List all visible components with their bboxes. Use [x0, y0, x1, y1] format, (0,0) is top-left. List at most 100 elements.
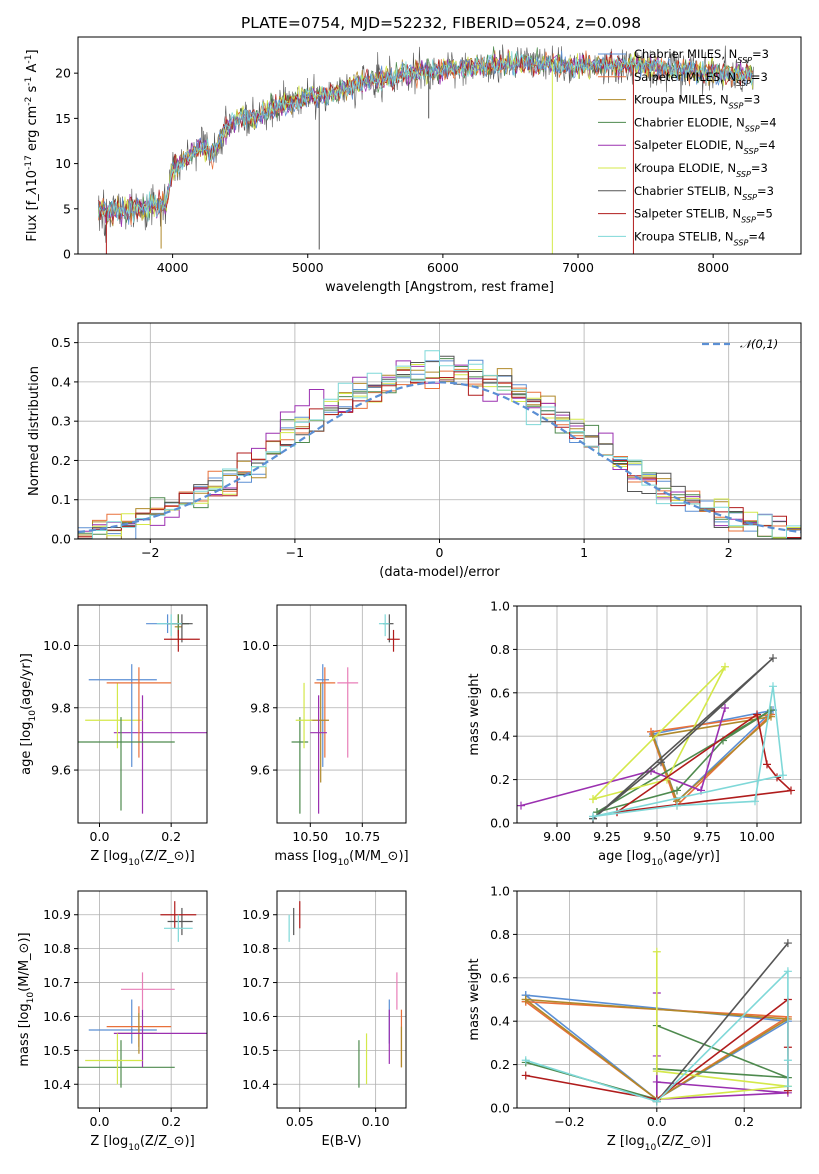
- legend-label: Chabrier MILES, NSSP=3: [634, 47, 769, 65]
- x-tick-label: 8000: [697, 260, 729, 275]
- legend-label: Salpeter MILES, NSSP=3: [634, 70, 768, 88]
- histogram-salpeter-stelib: [78, 369, 801, 538]
- x-axis-label: wavelength [Angstrom, rest frame]: [325, 280, 554, 295]
- spectrum-line-kroupa-stelib: [97, 51, 753, 223]
- weight-marker: [787, 786, 795, 795]
- y-tick-label: 10.0: [242, 638, 270, 653]
- weight-marker: [657, 758, 665, 767]
- x-tick-label: 9.75: [693, 829, 721, 844]
- y-tick-label: 0.0: [490, 816, 510, 831]
- y-tick-label: 0.2: [490, 772, 510, 787]
- y-tick-label: 10.6: [43, 1009, 71, 1024]
- x-axis-label: Z [log10(Z/Z_⊙)]: [90, 1134, 194, 1153]
- y-tick-label: 10.9: [242, 907, 270, 922]
- y-tick-label: 0.6: [490, 970, 510, 985]
- weight-marker: [521, 1056, 530, 1065]
- weight-line: [592, 686, 784, 818]
- x-tick-label: 6000: [427, 260, 459, 275]
- x-tick-label: 0: [436, 545, 444, 560]
- y-tick-label: 0.4: [490, 729, 510, 744]
- weight-line: [592, 657, 774, 820]
- y-tick-label: 10.5: [242, 1043, 270, 1058]
- normal-curve: [78, 381, 801, 534]
- x-axis-label: Z [log10(Z/Z_⊙)]: [90, 849, 194, 868]
- y-tick-label: 0.4: [51, 374, 71, 389]
- x-tick-label: −0.2: [554, 1114, 584, 1129]
- axes-frame: [77, 890, 208, 1109]
- weight-marker: [721, 703, 729, 712]
- y-tick-label: 5: [63, 201, 71, 216]
- axes-frame: [516, 605, 802, 824]
- x-axis-label: E(B-V): [321, 1134, 361, 1149]
- x-tick-label: 5000: [292, 260, 324, 275]
- x-tick-label: 0.0: [90, 1114, 110, 1129]
- weight-marker: [647, 727, 655, 736]
- y-tick-label: 0.8: [490, 927, 510, 942]
- x-tick-label: 10.00: [739, 829, 775, 844]
- panel-mass-weight-vs-age: 9.00 9.25 9.50 9.75 10.00 0.0 0.2 0.4 0.6 0.8 1.0 a…: [467, 599, 802, 868]
- plot-area: [78, 614, 207, 814]
- weight-marker: [769, 682, 777, 691]
- weight-line: [520, 707, 726, 807]
- weight-marker: [652, 1077, 661, 1086]
- weight-marker: [769, 654, 777, 663]
- x-tick-label: 0.10: [362, 1114, 390, 1129]
- y-axis-label: Flux [f_λ10-17 erg cm-2 s-1 A-1]: [24, 49, 40, 241]
- y-axis-label: mass weight: [467, 958, 482, 1040]
- weight-marker: [783, 1056, 792, 1065]
- weight-line: [656, 942, 789, 1103]
- y-tick-label: 10.6: [242, 1009, 270, 1024]
- x-tick-label: 0.2: [161, 1114, 181, 1129]
- weight-marker: [673, 801, 681, 810]
- x-axis-label: Z [log10(Z/Z_⊙)]: [607, 1134, 711, 1153]
- y-axis-label: mass [log10(M/M_⊙)]: [17, 932, 36, 1066]
- y-tick-label: 10.0: [43, 638, 71, 653]
- plot-area: [517, 654, 795, 823]
- weight-marker: [779, 771, 787, 780]
- y-tick-label: 0.5: [51, 335, 71, 350]
- x-tick-label: 7000: [562, 260, 594, 275]
- y-tick-label: 10.9: [43, 907, 71, 922]
- y-tick-label: 0.2: [51, 453, 71, 468]
- weight-line: [656, 951, 788, 1101]
- histogram-kroupa-stelib: [78, 350, 801, 539]
- axes-frame: [77, 604, 208, 824]
- legend-label: Chabrier ELODIE, NSSP=4: [634, 115, 777, 132]
- panel-age-vs-Z: 0.0 0.2 9.6 9.8 10.0 Z [log10(Z/Z_⊙)] age [log…: [19, 604, 208, 868]
- spectrum-line-chabrier-miles: [97, 50, 753, 225]
- legend-label: 𝒩(0,1): [740, 337, 778, 351]
- panel-mass-vs-Z: 0.0 0.2 10.4 10.5 10.6 10.7 10.8 10.9 Z [log10(Z…: [17, 890, 208, 1153]
- x-axis-label: age [log10(age/yr)]: [598, 849, 720, 868]
- weight-line: [652, 715, 774, 803]
- axes-frame: [276, 604, 407, 824]
- legend-label: Salpeter STELIB, NSSP=5: [634, 207, 773, 225]
- y-tick-label: 0.8: [490, 642, 510, 657]
- y-tick-label: 0: [63, 247, 71, 262]
- y-tick-label: 10.7: [43, 975, 71, 990]
- weight-marker: [589, 812, 597, 821]
- y-tick-label: 0.1: [51, 492, 71, 507]
- y-tick-label: 9.6: [51, 763, 71, 778]
- legend-label: Chabrier STELIB, NSSP=3: [634, 184, 774, 202]
- axes-frame: [516, 890, 802, 1109]
- weight-marker: [521, 1071, 530, 1080]
- y-axis-label: age [log10(age/yr)]: [19, 653, 38, 775]
- plot-area: [78, 350, 801, 539]
- y-tick-label: 10.5: [43, 1043, 71, 1058]
- x-axis-label: mass [log10(M/M_⊙)]: [274, 849, 408, 868]
- panel-spectrum: 4000 5000 6000 7000 8000 0 5 10 15 20 wavelength […: [24, 36, 802, 295]
- y-tick-label: 0.3: [51, 414, 71, 429]
- y-axis-label: Normed distribution: [27, 366, 42, 496]
- figure-title: PLATE=0754, MJD=52232, FIBERID=0524, z=0…: [241, 14, 641, 32]
- y-tick-label: 9.8: [51, 700, 71, 715]
- legend-label: Salpeter ELODIE, NSSP=4: [634, 138, 775, 156]
- weight-marker: [753, 710, 761, 719]
- weight-marker: [783, 1082, 792, 1091]
- legend-label: Kroupa ELODIE, NSSP=3: [634, 161, 768, 179]
- y-tick-label: 1.0: [490, 884, 510, 899]
- plot-area: [288, 901, 403, 1088]
- y-tick-label: 10.7: [242, 975, 270, 990]
- legend-label: Kroupa MILES, NSSP=3: [634, 93, 760, 111]
- weight-marker: [589, 795, 597, 804]
- y-axis-label: mass weight: [467, 673, 482, 755]
